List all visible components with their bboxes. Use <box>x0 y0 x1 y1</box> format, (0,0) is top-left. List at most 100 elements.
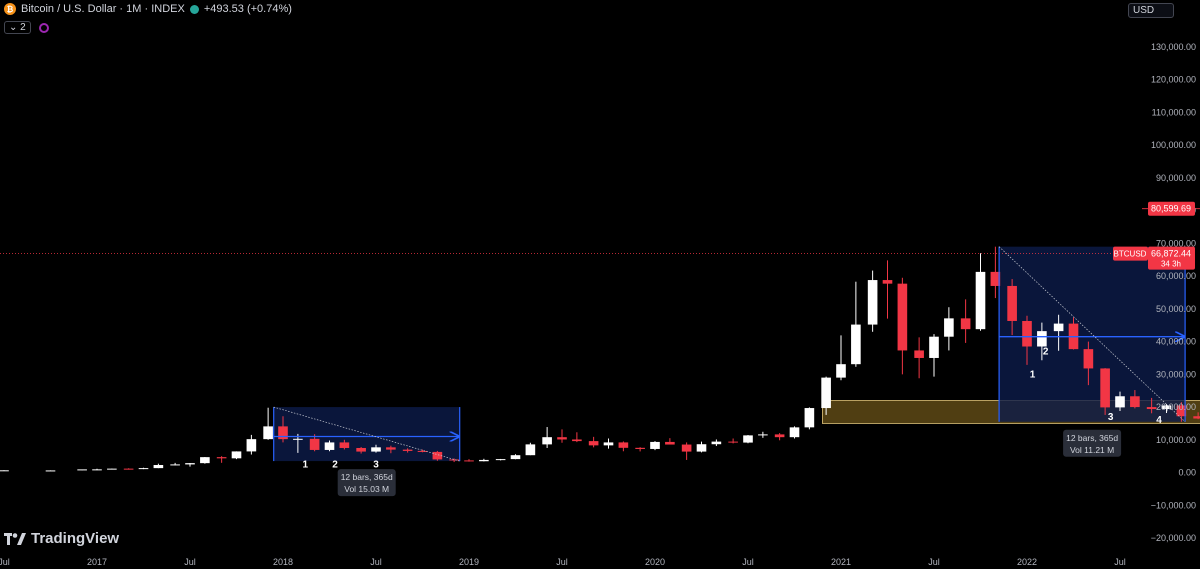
candle-body-32 <box>542 437 552 445</box>
symbol-title[interactable]: Bitcoin / U.S. Dollar · 1M · INDEX <box>21 3 185 15</box>
box1-info-bg <box>337 469 396 497</box>
bitcoin-icon: ₿ <box>4 3 16 15</box>
candle-body-53 <box>867 280 878 325</box>
price-change: +493.53 (+0.74%) <box>203 3 292 15</box>
indicator-count: 2 <box>20 22 26 33</box>
candle-body-73 <box>1176 405 1187 417</box>
x-tick-label: Jul <box>0 557 10 567</box>
currency-select[interactable]: USD <box>1128 3 1174 18</box>
x-tick-label: Jul <box>1114 557 1126 567</box>
wave-label-2022: 4 <box>1156 415 1162 426</box>
candle-body-44 <box>728 441 738 443</box>
candle-body-17 <box>309 438 320 450</box>
candle-body-50 <box>821 377 831 409</box>
candle-body-6 <box>138 468 149 470</box>
candle-body-12 <box>231 451 242 459</box>
candle-body-61 <box>990 271 1001 286</box>
candle-body-45 <box>743 435 753 443</box>
candle-body-42 <box>696 444 707 452</box>
candle-body-37 <box>618 442 629 448</box>
wave-label-2018: 2 <box>332 460 338 471</box>
candle-body-26 <box>449 459 459 461</box>
current-price-label: 66,872.44 <box>1151 249 1191 259</box>
target-price-tag <box>1148 201 1195 216</box>
x-tick-label: 2018 <box>273 557 293 567</box>
brand-name: TradingView <box>31 530 120 547</box>
indicators-toggle-button[interactable]: ⌄ 2 <box>4 21 31 34</box>
candle-body-21 <box>371 447 381 452</box>
candle-body-9 <box>185 463 195 465</box>
candle-body-47 <box>774 434 785 438</box>
y-tick-label: 70,000.00 <box>1156 238 1196 248</box>
candle-body-30 <box>510 455 521 460</box>
x-tick-label: 2019 <box>459 557 479 567</box>
wave-label-2022: 3 <box>1108 412 1114 423</box>
candle-body-14 <box>263 426 273 440</box>
candle-body-4 <box>107 468 117 470</box>
symbol-tag <box>1113 246 1148 261</box>
candle-body-16 <box>293 438 303 440</box>
tradingview-logo[interactable]: TradingView <box>4 530 119 547</box>
y-tick-label: 40,000.00 <box>1156 337 1196 347</box>
candle-body-43 <box>711 441 722 445</box>
market-status-icon <box>189 4 199 14</box>
candle-body-51 <box>836 364 846 378</box>
x-tick-label: Jul <box>742 557 754 567</box>
candle-body-36 <box>603 442 614 446</box>
candle-body-65 <box>1053 323 1064 332</box>
candle-body-35 <box>588 441 599 446</box>
candle-body-58 <box>944 318 954 337</box>
candle-body-13 <box>246 439 257 452</box>
indicator-icon[interactable] <box>38 22 49 33</box>
candle-body-0 <box>0 470 9 472</box>
candle-body-25 <box>432 451 443 460</box>
y-tick-label: 0.00 <box>1178 468 1196 478</box>
candle-body-54 <box>882 280 893 284</box>
candle-body-2 <box>77 469 87 471</box>
candle-body-27 <box>464 460 474 462</box>
x-tick-label: Jul <box>928 557 940 567</box>
bar-countdown-label: 34 3h <box>1161 260 1181 269</box>
candle-body-55 <box>897 283 908 351</box>
x-tick-label: Jul <box>556 557 568 567</box>
y-tick-label: −10,000.00 <box>1151 500 1196 510</box>
box2-info-line2: Vol 11.21 M <box>1070 445 1114 455</box>
candle-body-23 <box>402 449 413 451</box>
candle-body-18 <box>324 442 335 450</box>
candle-body-19 <box>339 442 350 448</box>
candle-body-67 <box>1083 349 1094 369</box>
candle-body-60 <box>975 271 986 330</box>
x-tick-label: 2022 <box>1017 557 1037 567</box>
box1-info-line1: 12 bars, 365d <box>341 472 393 482</box>
candle-body-41 <box>681 444 692 452</box>
tradingview-logo-icon <box>4 532 26 545</box>
candle-body-1 <box>45 470 56 472</box>
wave-label-2022: 2 <box>1043 347 1049 358</box>
y-tick-label: 130,000.00 <box>1151 42 1196 52</box>
wave-label-2022: 1 <box>1030 370 1036 381</box>
candle-body-20 <box>356 447 366 452</box>
y-tick-label: 20,000.00 <box>1156 402 1196 412</box>
target-price-label: 80,599.69 <box>1151 204 1191 214</box>
x-tick-label: Jul <box>184 557 196 567</box>
y-tick-label: −20,000.00 <box>1151 533 1196 543</box>
candle-body-39 <box>650 441 660 449</box>
candle-body-7 <box>153 465 164 469</box>
box1-info-line2: Vol 15.03 M <box>344 484 389 494</box>
candle-body-57 <box>929 336 939 358</box>
x-tick-label: 2017 <box>87 557 107 567</box>
y-tick-label: 100,000.00 <box>1151 140 1196 150</box>
y-tick-label: 50,000.00 <box>1156 304 1196 314</box>
candle-body-31 <box>525 444 536 456</box>
candle-body-62 <box>1007 285 1017 321</box>
candle-body-70 <box>1130 396 1140 408</box>
candle-body-34 <box>572 439 582 442</box>
candle-body-48 <box>789 427 800 438</box>
candle-body-38 <box>635 447 645 449</box>
y-tick-label: 90,000.00 <box>1156 173 1196 183</box>
measure-diagonal-2 <box>998 246 1186 423</box>
candle-body-72 <box>1161 405 1172 410</box>
wave-label-2018: 1 <box>303 460 309 471</box>
